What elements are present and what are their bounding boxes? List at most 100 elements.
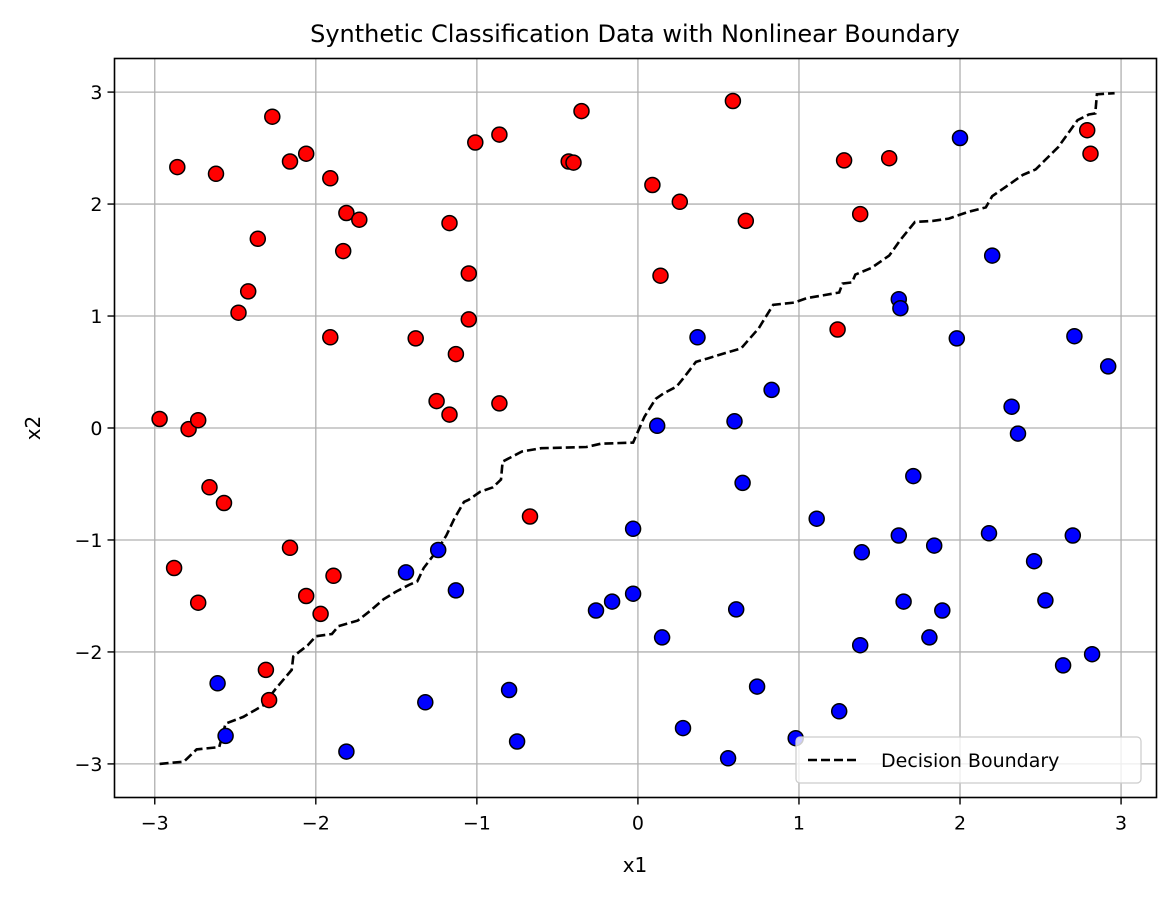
red-point [441,406,458,423]
blue-point [1099,358,1117,375]
blue-point [624,585,642,602]
red-point [322,170,339,187]
red-point [1078,121,1096,139]
grid [114,58,1157,798]
red-point [407,330,424,347]
red-point [644,176,661,194]
red-point [652,267,669,284]
x-axis-label: x1 [623,853,648,877]
red-point [1082,145,1099,162]
blue-point [895,593,912,610]
y-tick-label: 0 [90,418,102,440]
red-point [334,242,352,260]
red-point [428,392,445,410]
blue-point [674,719,692,737]
red-point [249,230,267,248]
x-tick-label: 3 [1115,813,1127,835]
red-point [447,345,465,363]
red-point [322,329,339,346]
blue-point [726,413,743,430]
red-point [467,134,484,151]
blue-point [603,593,621,610]
red-point [264,108,281,125]
blue-point [338,743,355,760]
red-point [565,154,582,171]
red-point [325,567,342,585]
red-point [257,661,275,679]
blue-point [808,510,825,527]
red-point [207,165,225,183]
blue-point [648,417,666,435]
blue-point [1064,527,1082,544]
y-tick-label: 2 [90,194,102,216]
blue-point [689,329,706,346]
red-point [297,145,315,162]
red-point [281,539,299,557]
blue-point [748,678,766,695]
blue-point [948,330,966,347]
y-tick-label: −1 [74,530,102,552]
red-point [491,126,508,143]
decision-boundary-line [159,91,1115,766]
blue-point [1025,552,1043,570]
blue-point [209,675,226,692]
legend-box [795,736,1142,784]
chart-title: Synthetic Classification Data with Nonli… [310,20,960,48]
x-tick-label: −1 [463,813,491,835]
y-tick-label: −2 [74,642,102,664]
red-point [737,212,755,230]
red-point [835,152,853,169]
red-point [671,193,689,211]
red-point [724,92,742,110]
blue-point [1054,657,1072,674]
blue-point [851,636,869,654]
blue-point [763,381,780,399]
red-point [521,508,539,525]
red-point [230,304,247,321]
blue-point [980,525,998,542]
red-point [215,494,233,512]
blue-point [734,474,751,492]
x-tick-label: −2 [302,813,330,835]
blue-point [447,582,465,599]
red-point [312,605,329,623]
blue-point [905,467,922,485]
y-axis-label: x2 [21,416,45,441]
red-point [165,559,183,577]
points-layer [151,92,1117,767]
blue-point [624,520,642,538]
blue-point [500,681,518,699]
y-tick-label: 1 [90,306,102,328]
red-point [880,149,898,167]
blue-point [983,247,1001,264]
blue-point [853,544,871,561]
red-point [491,395,508,412]
blue-point [1009,425,1027,442]
blue-point [397,564,415,581]
blue-point [429,541,447,559]
axis-ticks: −3 −2 −1 0 1 2 3 −3 −2 −1 0 1 2 3 [74,82,1127,834]
blue-point [951,129,969,147]
red-point [151,410,168,428]
red-point [281,153,299,170]
red-point [460,265,478,282]
blue-point [417,694,434,711]
blue-point [587,602,605,619]
blue-point [1066,327,1083,345]
legend: Decision Boundary [795,736,1142,784]
red-point [573,102,590,120]
blue-point [508,733,526,750]
red-point [201,479,218,496]
blue-point [890,527,908,544]
x-tick-label: 0 [632,813,644,835]
red-point [297,587,315,605]
boundary-layer [159,91,1115,766]
blue-point [892,299,909,317]
blue-point [653,629,671,646]
x-tick-label: 1 [793,813,805,835]
blue-point [217,727,234,745]
red-point [189,594,207,611]
legend-label-decision-boundary: Decision Boundary [881,750,1059,772]
red-point [169,158,186,176]
